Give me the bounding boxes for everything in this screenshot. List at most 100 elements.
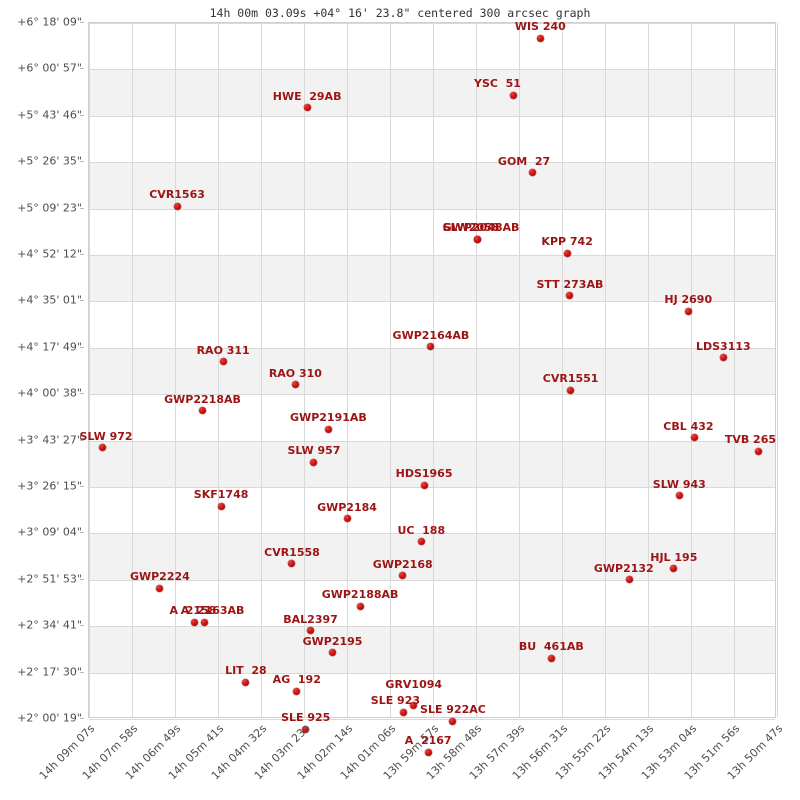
y-tick-mark bbox=[80, 346, 84, 348]
star-marker[interactable] bbox=[754, 447, 762, 455]
star-marker[interactable] bbox=[201, 618, 209, 626]
y-tick-mark bbox=[80, 486, 84, 488]
star-marker[interactable] bbox=[417, 538, 425, 546]
star-marker[interactable] bbox=[424, 748, 432, 756]
star-label: LDS3113 bbox=[695, 339, 751, 353]
gridline-vertical bbox=[605, 23, 606, 717]
star-marker[interactable] bbox=[356, 602, 364, 610]
star-marker[interactable] bbox=[684, 307, 692, 315]
gridline-vertical bbox=[734, 23, 735, 717]
star-marker[interactable] bbox=[449, 717, 457, 725]
gridline-vertical bbox=[519, 23, 520, 717]
star-label: RAO 310 bbox=[268, 366, 322, 380]
star-marker[interactable] bbox=[420, 481, 428, 489]
star-label: SLW 957 bbox=[287, 444, 341, 458]
star-label: GOM 27 bbox=[497, 154, 551, 168]
star-marker[interactable] bbox=[566, 292, 574, 300]
star-marker[interactable] bbox=[547, 654, 555, 662]
star-label: HJ 2690 bbox=[664, 293, 713, 307]
gridline-vertical bbox=[89, 23, 90, 717]
star-label: BAL2397 bbox=[283, 612, 338, 626]
gridline-horizontal bbox=[89, 301, 775, 303]
row-band bbox=[89, 440, 775, 488]
star-label: KPP 742 bbox=[541, 235, 593, 249]
y-tick-label: +6° 00' 57" bbox=[17, 61, 82, 75]
y-tick-label: +4° 00' 38" bbox=[17, 386, 82, 400]
y-axis-tick-labels: +6° 18' 09" +6° 00' 57" +5° 43' 46" +5° 26'… bbox=[0, 16, 84, 725]
star-marker[interactable] bbox=[343, 515, 351, 523]
gridline-horizontal bbox=[89, 533, 775, 535]
star-marker[interactable] bbox=[191, 618, 199, 626]
star-marker[interactable] bbox=[156, 584, 164, 592]
star-marker[interactable] bbox=[567, 386, 575, 394]
y-tick-label: +3° 26' 15" bbox=[17, 479, 82, 493]
y-tick-mark bbox=[80, 161, 84, 163]
star-label: SLE 922AC bbox=[420, 703, 486, 717]
gridline-vertical bbox=[218, 23, 219, 717]
gridline-vertical bbox=[390, 23, 391, 717]
gridline-horizontal bbox=[89, 254, 775, 256]
star-label: A 2167 bbox=[404, 734, 452, 748]
y-tick-mark bbox=[80, 68, 84, 70]
star-label: GWP2188AB bbox=[321, 588, 399, 602]
gridline-vertical bbox=[777, 23, 778, 717]
row-band bbox=[89, 347, 775, 395]
star-label: GWP2132 bbox=[593, 561, 654, 575]
star-marker[interactable] bbox=[98, 444, 106, 452]
star-marker[interactable] bbox=[563, 249, 571, 257]
y-tick-label: +4° 35' 01" bbox=[17, 293, 82, 307]
star-marker[interactable] bbox=[427, 343, 435, 351]
gridline-vertical bbox=[648, 23, 649, 717]
y-tick-mark bbox=[80, 114, 84, 116]
star-marker[interactable] bbox=[509, 91, 517, 99]
star-marker[interactable] bbox=[675, 492, 683, 500]
gridline-vertical bbox=[304, 23, 305, 717]
y-tick-mark bbox=[80, 671, 84, 673]
y-tick-label: +2° 00' 19" bbox=[17, 711, 82, 725]
star-marker[interactable] bbox=[528, 169, 536, 177]
gridline-horizontal bbox=[89, 394, 775, 396]
gridline-vertical bbox=[132, 23, 133, 717]
star-marker[interactable] bbox=[410, 702, 418, 710]
star-label: GWP2048AB bbox=[442, 221, 520, 235]
gridline-horizontal bbox=[89, 626, 775, 628]
row-band bbox=[89, 162, 775, 209]
star-marker[interactable] bbox=[302, 725, 310, 733]
star-label: RAO 311 bbox=[196, 343, 250, 357]
star-marker[interactable] bbox=[719, 354, 727, 362]
gridline-vertical bbox=[347, 23, 348, 717]
star-marker[interactable] bbox=[690, 434, 698, 442]
star-marker[interactable] bbox=[329, 649, 337, 657]
star-marker[interactable] bbox=[310, 458, 318, 466]
star-marker[interactable] bbox=[199, 407, 207, 415]
star-marker[interactable] bbox=[324, 425, 332, 433]
star-marker[interactable] bbox=[307, 627, 315, 635]
star-marker[interactable] bbox=[399, 708, 407, 716]
star-marker[interactable] bbox=[536, 34, 544, 42]
star-marker[interactable] bbox=[288, 560, 296, 568]
gridline-vertical bbox=[261, 23, 262, 717]
y-tick-mark bbox=[80, 253, 84, 255]
star-label: GWP2184 bbox=[317, 500, 377, 514]
star-label: GWP2218AB bbox=[164, 392, 241, 406]
star-marker[interactable] bbox=[173, 202, 181, 210]
y-tick-mark bbox=[80, 439, 84, 441]
star-marker[interactable] bbox=[217, 502, 225, 510]
star-marker[interactable] bbox=[473, 235, 481, 243]
star-marker[interactable] bbox=[303, 104, 311, 112]
star-marker[interactable] bbox=[399, 572, 407, 580]
star-marker[interactable] bbox=[242, 678, 250, 686]
star-label: HJL 195 bbox=[650, 550, 698, 564]
star-marker[interactable] bbox=[670, 565, 678, 573]
y-tick-mark bbox=[80, 22, 84, 23]
star-label: CVR1551 bbox=[542, 372, 599, 386]
star-marker[interactable] bbox=[626, 576, 634, 584]
gridline-horizontal bbox=[89, 440, 775, 442]
star-label: YSC 51 bbox=[474, 77, 521, 91]
star-marker[interactable] bbox=[219, 358, 227, 366]
y-tick-label: +2° 34' 41" bbox=[17, 618, 82, 632]
star-marker[interactable] bbox=[291, 381, 299, 389]
star-marker[interactable] bbox=[293, 687, 301, 695]
x-axis-tick-labels: 14h 09m 07s 14h 07m 58s 14h 06m 49s 14h 05m… bbox=[37, 722, 785, 800]
star-label: SKF1748 bbox=[193, 488, 249, 502]
